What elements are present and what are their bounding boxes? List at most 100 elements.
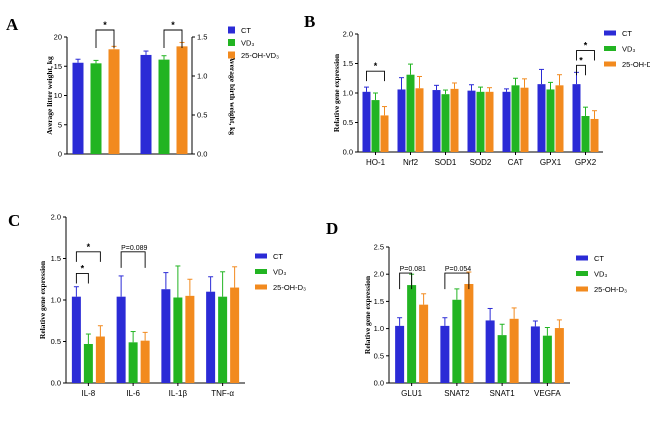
panel-a-right-axis-title: Average birth weight, kg: [228, 56, 237, 135]
panel-d-bar-vd3: [452, 299, 462, 383]
panel-a-left-tick-label: 15: [54, 62, 62, 71]
panel-d-significance-1-label: P=0.054: [445, 266, 471, 273]
panel-b-bar-ct: [432, 90, 441, 152]
panel-b-category-label: GPX1: [540, 158, 562, 167]
panel-a-left-tick-label: 0: [58, 150, 62, 159]
panel-d-bar-25-oh-d3: [419, 304, 429, 383]
panel-b-tick-label: 1.5: [343, 59, 353, 68]
panel-c-bar-ct: [71, 296, 81, 383]
panel-d-category-label: SNAT1: [490, 389, 516, 398]
panel-b-y-axis-title: Relative gene expression: [332, 53, 341, 132]
panel-b-tick-label: 2.0: [343, 30, 353, 39]
panel-d-bar-ct: [440, 325, 450, 383]
panel-a-bar-25-oh-vd3: [176, 46, 188, 154]
panel-c-bar-vd3: [83, 343, 93, 383]
panel-c-bar-ct: [161, 289, 171, 383]
panel-d-tick-label: 1.0: [374, 324, 384, 333]
panel-c-significance-1-label: *: [87, 242, 91, 252]
legend-label-25-oh-d3: 25-OH-D₃: [273, 283, 306, 292]
panel-b-bar-25-oh-d3: [380, 115, 389, 152]
panel-b-significance-0: *: [366, 61, 385, 82]
panel-d-bar-25-oh-d3: [554, 328, 564, 383]
panel-a-bar-vd3: [90, 63, 102, 155]
panel-b-tick-label: 0.0: [343, 148, 353, 157]
panel-b-bar-ct: [537, 84, 546, 152]
panel-b-bar-25-oh-d3: [485, 91, 494, 152]
legend-swatch-ct: [255, 253, 267, 259]
panel-c-bar-vd3: [128, 342, 138, 383]
panel-c-category-label: IL-8: [81, 389, 95, 398]
panel-b-significance-2-line: [576, 50, 595, 61]
panel-c-tick-label: 1.0: [51, 296, 61, 305]
panel-a-significance-0-line: [95, 29, 115, 48]
panel-b-bar-25-oh-d3: [555, 85, 564, 152]
legend-swatch-25-oh-d3: [255, 284, 267, 290]
panel-b-category-label: SOD2: [470, 158, 492, 167]
legend-label-25-oh-vd3: 25-OH-VD₃: [241, 51, 279, 60]
panel-c-bar-ct: [206, 291, 216, 383]
panel-a-significance-1: *: [163, 20, 183, 48]
panel-letter-d: D: [326, 219, 338, 238]
panel-b-tick-label: 0.5: [343, 118, 353, 127]
panel-d-bar-vd3: [407, 285, 417, 383]
panel-b-significance-2-label: *: [584, 41, 588, 51]
legend-label-vd3: VD₃: [241, 39, 254, 48]
legend-2: CT VD₃ 25-OH-D₃: [255, 252, 306, 292]
panel-c-tick-label: 0.5: [51, 337, 61, 346]
panel-b-bar-ct: [502, 91, 511, 152]
panel-a-bar-vd3: [158, 59, 170, 155]
panel-a-bar-25-oh-vd3: [108, 49, 120, 154]
panel-a-right-tick-label: 1.0: [197, 72, 207, 81]
legend-label-vd3: VD₃: [594, 270, 607, 279]
legend-label-vd3: VD₃: [273, 268, 286, 277]
panel-c-bar-25-oh-d3: [185, 295, 195, 383]
panel-d-bar-25-oh-d3: [464, 283, 474, 383]
panel-b-bar-25-oh-d3: [450, 88, 459, 152]
panel-a-significance-1-line: [163, 29, 183, 48]
legend-label-ct: CT: [241, 26, 251, 35]
panel-c-significance-2-label: P=0.089: [121, 245, 147, 252]
panel-a-left-tick-label: 10: [54, 91, 62, 100]
legend-label-25-oh-d3: 25-OH-D₃: [622, 60, 650, 69]
legend-3: CT VD₃ 25-OH-D₃: [576, 254, 627, 294]
panel-a-left-tick-label: 5: [58, 120, 62, 129]
panel-b-category-label: CAT: [508, 158, 524, 167]
panel-a-significance-1-label: *: [171, 20, 175, 30]
panel-d-y-axis-title: Relative gene expression: [363, 275, 372, 354]
legend-swatch-ct: [576, 255, 588, 261]
panel-c-y-axis-title: Relative gene expression: [38, 260, 47, 339]
panel-b-significance-1: *: [576, 55, 586, 76]
legend-swatch-vd3: [228, 39, 235, 46]
panel-d-bar-vd3: [497, 335, 507, 383]
panel-b-significance-1-line: [576, 64, 586, 76]
panel-c-bar-25-oh-d3: [95, 336, 105, 383]
panel-b-bar-25-oh-d3: [415, 88, 424, 152]
panel-b-significance-1-label: *: [579, 55, 583, 65]
panel-b-bar-ct: [572, 84, 581, 152]
panel-b-bar-vd3: [511, 85, 520, 152]
panel-c-bar-vd3: [218, 296, 228, 383]
panel-d-significance-0-line: [399, 272, 413, 290]
panel-d-category-label: SNAT2: [444, 389, 470, 398]
panel-c-significance-1-line: [75, 251, 101, 262]
panel-b-bar-25-oh-d3: [590, 118, 599, 152]
panel-d-significance-0: P=0.081: [399, 266, 426, 290]
panel-b-bar-ct: [397, 89, 406, 152]
panel-c-bar-25-oh-d3: [230, 287, 240, 383]
panel-c-significance-0-line: [75, 272, 89, 284]
panel-c-bar-vd3: [173, 297, 183, 383]
legend-1: CT VD₃ 25-OH-D₃: [604, 29, 650, 69]
panel-d-bar-25-oh-d3: [509, 318, 519, 383]
panel-a-right-tick-label: 0.5: [197, 111, 207, 120]
legend-0: CT VD₃ 25-OH-VD₃: [228, 26, 279, 60]
panel-b-category-label: GPX2: [575, 158, 597, 167]
panel-c-category-label: IL-1β: [169, 389, 188, 398]
panel-c-significance-2-line: [120, 251, 146, 268]
legend-label-25-oh-d3: 25-OH-D₃: [594, 285, 627, 294]
panel-letter-a: A: [6, 15, 19, 34]
legend-swatch-25-oh-d3: [576, 286, 588, 292]
legend-label-ct: CT: [622, 29, 632, 38]
panel-d-significance-1: P=0.054: [444, 266, 471, 290]
panel-d-tick-label: 2.5: [374, 243, 384, 252]
